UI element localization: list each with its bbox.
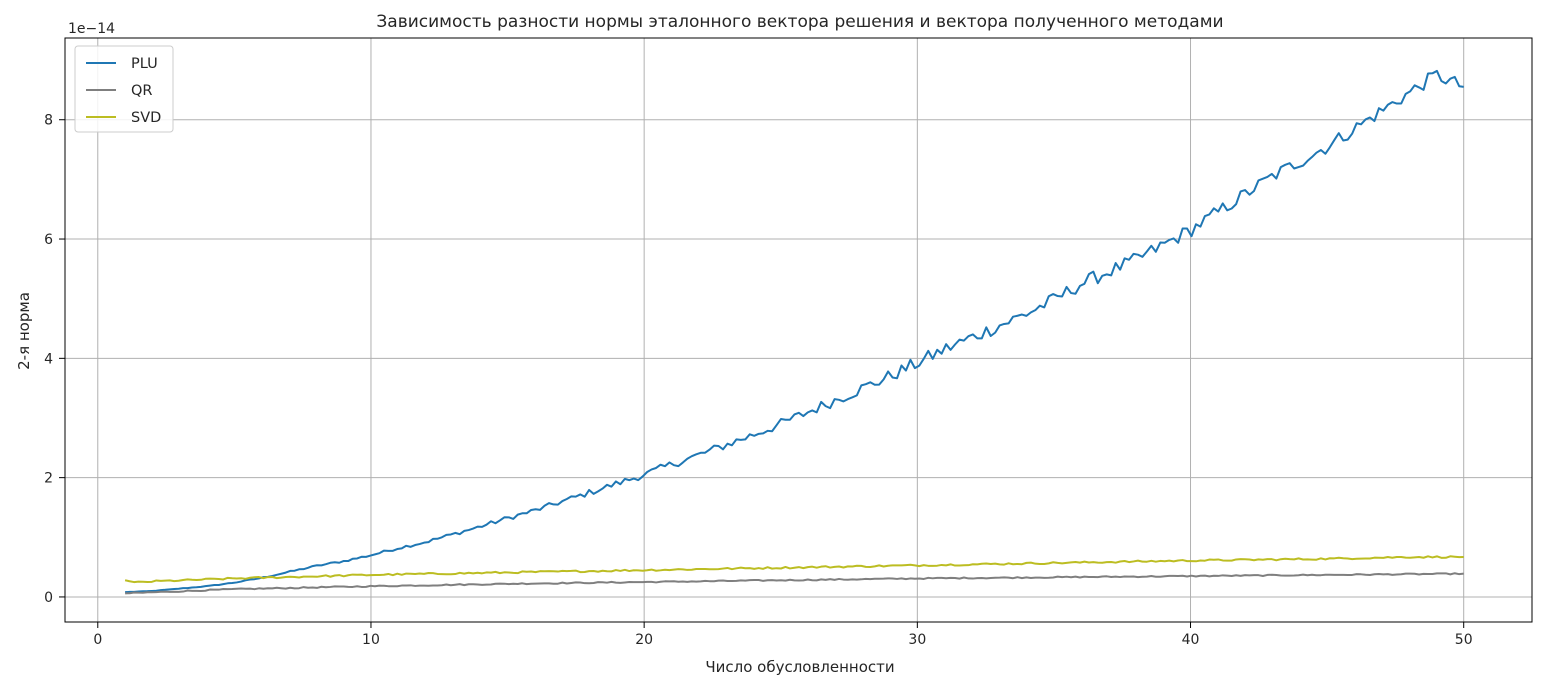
legend: PLU QR SVD (74, 45, 174, 133)
series-line-svd (124, 555, 1464, 584)
legend-label-plu: PLU (131, 56, 158, 72)
series-line-plu (125, 69, 1464, 594)
axis-ticks: 0 10 20 30 40 50 0 2 4 6 8 (44, 113, 1473, 648)
y-tick-label: 2 (44, 471, 53, 487)
y-tick-label: 8 (44, 113, 53, 129)
y-tick-label: 0 (44, 590, 53, 606)
y-axis-label: 2-я норма (15, 292, 33, 370)
x-tick-label: 50 (1455, 632, 1473, 648)
y-tick-label: 6 (44, 232, 53, 248)
series-lines (124, 69, 1464, 595)
x-tick-label: 10 (362, 632, 380, 648)
legend-label-svd: SVD (131, 110, 161, 126)
y-axis-multiplier: 1e−14 (68, 21, 115, 37)
x-tick-label: 30 (908, 632, 926, 648)
x-tick-label: 40 (1182, 632, 1200, 648)
y-tick-label: 4 (44, 351, 53, 367)
x-tick-label: 20 (635, 632, 653, 648)
x-axis-label: Число обусловленности (705, 658, 894, 676)
legend-box (74, 45, 174, 133)
chart-title: Зависимость разности нормы эталонного ве… (376, 12, 1223, 32)
grid (65, 38, 1532, 622)
series-line-qr (125, 572, 1464, 595)
legend-label-qr: QR (131, 83, 153, 99)
x-tick-label: 0 (93, 632, 102, 648)
plot-area-frame (64, 37, 1533, 623)
